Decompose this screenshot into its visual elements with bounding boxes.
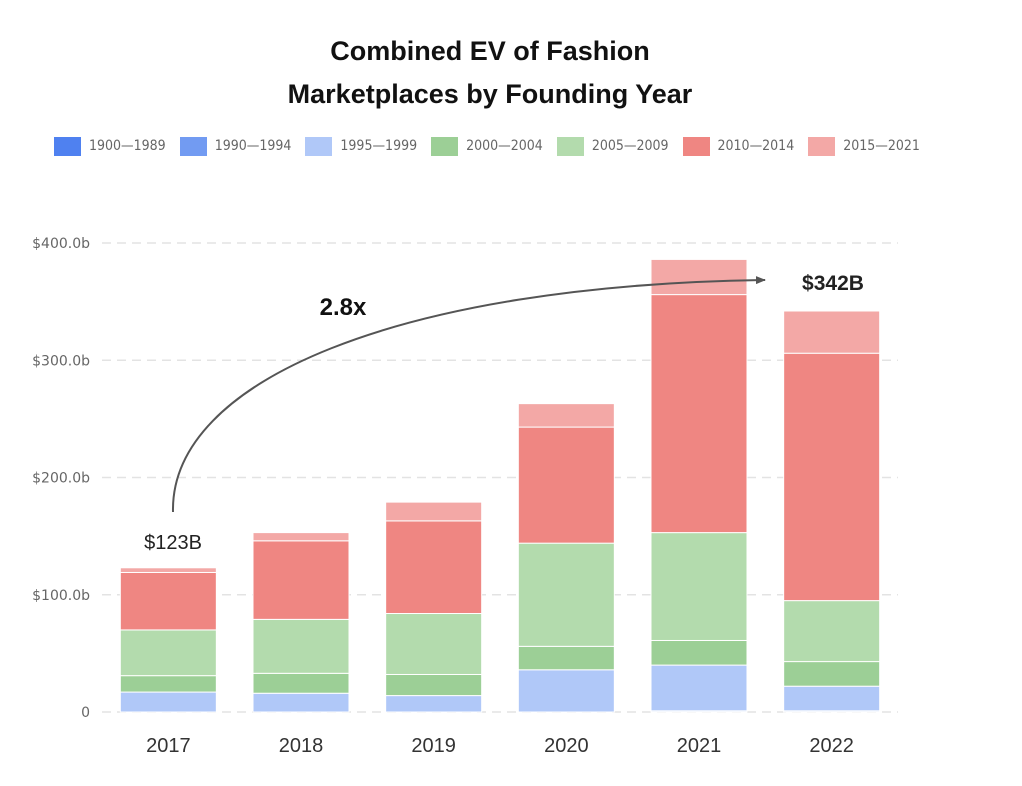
x-tick-label: 2021: [677, 735, 722, 757]
bar-segment[interactable]: [783, 661, 881, 687]
legend-swatch: [682, 136, 710, 156]
bar-segment[interactable]: [385, 520, 483, 615]
legend-label: 1995—1999: [340, 138, 418, 154]
legend-item[interactable]: 2015—2021: [808, 136, 920, 156]
bar-segment[interactable]: [517, 645, 615, 671]
legend-swatch: [54, 136, 81, 156]
y-tick-label: $100.0b: [32, 588, 90, 604]
bar-segment[interactable]: [119, 571, 217, 631]
grid-lines: [102, 242, 898, 713]
legend-swatch: [431, 136, 459, 156]
x-tick-label: 2019: [411, 735, 456, 757]
bar-segment[interactable]: [783, 600, 881, 663]
y-axis-ticks: 0 $100.0b $200.0b $300.0b $400.0b: [32, 236, 90, 721]
bar-segment[interactable]: [119, 691, 217, 713]
y-tick-label: $300.0b: [32, 353, 90, 369]
y-tick-label: $200.0b: [32, 471, 90, 487]
bar-segment[interactable]: [517, 542, 615, 647]
legend-swatch: [305, 136, 333, 156]
chart-legend: 1900—1989 1990—1994 1995—1999 2000—2004 2005…: [54, 134, 934, 158]
x-tick-label: 2018: [279, 735, 324, 757]
bar-segment[interactable]: [385, 673, 483, 697]
legend-item[interactable]: 2000—2004: [431, 136, 543, 156]
legend-swatch: [179, 136, 207, 156]
bar-segment[interactable]: [385, 613, 483, 675]
legend-label: 2015—2021: [843, 138, 920, 154]
legend-item[interactable]: 1990—1994: [179, 136, 292, 156]
y-tick-label: 0: [81, 705, 90, 721]
bar-segment[interactable]: [385, 695, 483, 713]
bar-segment[interactable]: [252, 532, 350, 542]
bar-segment[interactable]: [252, 672, 350, 694]
bar-segment[interactable]: [783, 685, 881, 712]
bar-segment[interactable]: [119, 675, 217, 693]
legend-item[interactable]: 1995—1999: [305, 136, 418, 156]
bar-segment[interactable]: [252, 540, 350, 620]
y-tick-label: $400.0b: [32, 236, 90, 252]
legend-label: 1990—1994: [214, 138, 292, 154]
bar-segment[interactable]: [385, 501, 483, 522]
legend-swatch: [808, 136, 836, 156]
bar-segment[interactable]: [650, 258, 748, 296]
chart-title-line-2: Marketplaces by Founding Year: [287, 79, 693, 109]
bar-segment[interactable]: [517, 426, 615, 544]
bar-segment[interactable]: [650, 664, 748, 712]
chart-title-line-1: Combined EV of Fashion: [330, 36, 650, 66]
growth-multiplier-label: 2.8x: [320, 294, 367, 321]
bar-segment[interactable]: [517, 669, 615, 713]
bar-segment[interactable]: [252, 618, 350, 674]
x-tick-label: 2022: [809, 735, 854, 757]
x-axis-ticks: 2017 2018 2019 2020 2021 2022: [146, 735, 854, 757]
bar-segment[interactable]: [650, 639, 748, 666]
start-value-label: $123B: [144, 532, 202, 554]
legend-label: 2000—2004: [466, 138, 543, 154]
x-tick-label: 2020: [544, 735, 589, 757]
legend-label: 2010—2014: [717, 138, 795, 154]
annotations: $123B $342B 2.8x: [144, 272, 864, 554]
bar-segment[interactable]: [119, 629, 217, 677]
legend-item[interactable]: 1900—1989: [54, 136, 166, 156]
legend-item[interactable]: 2005—2009: [556, 136, 669, 156]
growth-arrow: [171, 276, 766, 513]
bars: [119, 258, 881, 713]
bar-segment[interactable]: [252, 692, 350, 713]
x-tick-label: 2017: [146, 735, 191, 757]
legend-item[interactable]: 2010—2014: [682, 136, 795, 156]
bar-segment[interactable]: [517, 403, 615, 428]
chart-title: Combined EV of Fashion Marketplaces by F…: [0, 30, 980, 116]
bar-segment[interactable]: [650, 294, 748, 534]
bar-segment[interactable]: [119, 567, 217, 573]
bar-segment[interactable]: [783, 352, 881, 602]
bar-segment[interactable]: [783, 310, 881, 354]
legend-swatch: [556, 136, 584, 156]
bar-segment[interactable]: [650, 532, 748, 641]
legend-label: 1900—1989: [89, 138, 166, 154]
end-value-label: $342B: [802, 272, 864, 295]
legend-label: 2005—2009: [591, 138, 669, 154]
